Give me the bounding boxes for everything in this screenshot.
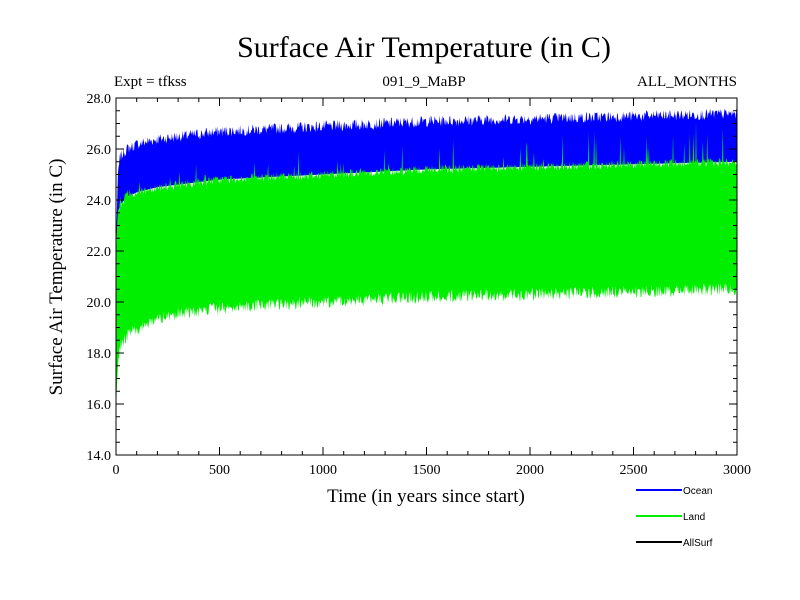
x-tick-label: 2000 bbox=[516, 463, 544, 478]
x-tick-label: 500 bbox=[209, 463, 230, 478]
x-axis-title: Time (in years since start) bbox=[327, 486, 525, 507]
legend-label-land: Land bbox=[683, 512, 705, 523]
x-tick-label: 3000 bbox=[723, 463, 751, 478]
axes-layer: 0 500 1000 1500 2000 2500 3000 14.0 16.0 18.0 20.0… bbox=[87, 92, 752, 478]
x-tick-label: 1000 bbox=[309, 463, 337, 478]
legend-label-ocean: Ocean bbox=[683, 486, 712, 497]
ocean-series-band bbox=[116, 107, 737, 252]
y-tick-label: 16.0 bbox=[87, 398, 112, 413]
y-tick-label: 22.0 bbox=[87, 245, 112, 260]
y-axis-title: Surface Air Temperature (in C) bbox=[46, 159, 67, 396]
y-tick-label: 24.0 bbox=[87, 194, 112, 209]
series-layer bbox=[116, 107, 737, 414]
y-tick-label: 18.0 bbox=[87, 347, 112, 362]
y-tick-label: 26.0 bbox=[87, 143, 112, 158]
subtitle-center: 091_9_MaBP bbox=[382, 74, 465, 90]
chart-title: Surface Air Temperature (in C) bbox=[237, 31, 611, 64]
x-tick-label: 2500 bbox=[620, 463, 648, 478]
y-tick-label: 14.0 bbox=[87, 449, 112, 464]
expt-label: Expt = tfkss bbox=[114, 74, 187, 90]
legend: Ocean Land AllSurf bbox=[636, 486, 713, 549]
y-tick-label: 20.0 bbox=[87, 296, 112, 311]
x-tick-label: 1500 bbox=[413, 463, 441, 478]
y-tick-label: 28.0 bbox=[87, 92, 112, 107]
subtitle-right: ALL_MONTHS bbox=[637, 74, 737, 90]
legend-label-allsurf: AllSurf bbox=[683, 538, 713, 549]
land-series-band bbox=[116, 122, 737, 414]
x-tick-label: 0 bbox=[113, 463, 120, 478]
